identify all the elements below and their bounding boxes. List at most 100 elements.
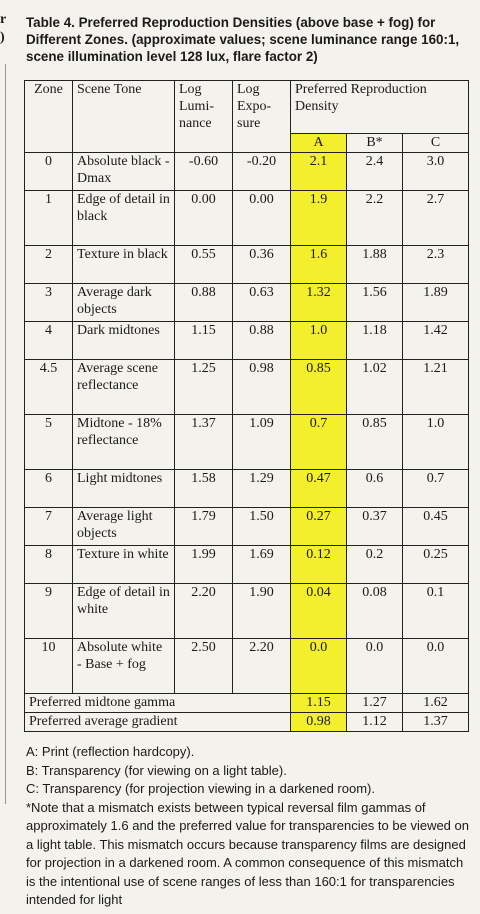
log-exposure-cell: 1.69 [232,545,291,584]
density-b-cell: 0.0 [346,638,403,694]
note-mismatch: *Note that a mismatch exists between typ… [26,799,469,908]
table-row: 5 Midtone - 18% reflectance 1.37 1.09 0.7 0.8… [24,414,470,470]
scene-tone-cell: Average scene reflectance [72,359,175,415]
density-c-cell: 1.21 [401,359,470,415]
density-c-cell: 0.45 [401,507,470,546]
density-b-cell: 1.88 [346,245,403,284]
density-a-cell: 1.0 [290,321,347,360]
density-c-cell: 2.7 [401,190,470,246]
table-row: 10 Absolute white - Base + fog 2.50 2.20 0.0… [24,638,470,694]
density-c-cell: 0.1 [401,583,470,639]
table-header-row: Zone Scene Tone Log Lumi-nance Log Expo-… [24,80,470,153]
scene-tone-cell: Average dark objects [72,283,175,322]
summary-value-a: 1.15 [290,693,347,713]
log-exposure-cell: 0.98 [232,359,291,415]
density-b-cell: 2.2 [346,190,403,246]
log-luminance-cell: 2.20 [174,583,233,639]
scene-tone-cell: Edge of detail in black [72,190,175,246]
table-row: 2 Texture in black 0.55 0.36 1.6 1.88 2.3 [24,245,470,284]
log-luminance-cell: 1.58 [174,469,233,508]
header-preferred-density: Preferred Reproduction Density [289,80,470,134]
density-c-cell: 0.0 [401,638,470,694]
scene-tone-cell: Absolute white - Base + fog [72,638,175,694]
density-a-cell: 1.6 [290,245,347,284]
zone-cell: 9 [24,583,73,639]
table-row: 8 Texture in white 1.99 1.69 0.12 0.2 0.25 [24,545,470,584]
note-c: C: Transparency (for projection viewing … [26,781,375,796]
density-a-cell: 0.12 [290,545,347,584]
scene-tone-cell: Absolute black - Dmax [72,152,175,191]
density-b-cell: 0.37 [346,507,403,546]
zone-cell: 2 [24,245,73,284]
summary-value-b: 1.12 [346,712,403,732]
log-exposure-cell: 1.09 [232,414,291,470]
scene-tone-cell: Texture in white [72,545,175,584]
density-a-cell: 0.27 [290,507,347,546]
densities-table: Zone Scene Tone Log Lumi-nance Log Expo-… [24,80,470,732]
density-c-cell: 0.25 [401,545,470,584]
log-luminance-cell: 1.25 [174,359,233,415]
zone-cell: 7 [24,507,73,546]
log-luminance-cell: 1.79 [174,507,233,546]
density-a-cell: 0.47 [290,469,347,508]
margin-fragment: ) [0,30,5,45]
log-exposure-cell: 0.36 [232,245,291,284]
table-row: 9 Edge of detail in white 2.20 1.90 0.04 0.08… [24,583,470,639]
header-log-luminance: Log Lumi-nance [174,80,233,153]
table-row: 6 Light midtones 1.58 1.29 0.47 0.6 0.7 [24,469,470,508]
summary-row-gradient: Preferred average gradient 0.98 1.12 1.3… [24,712,470,732]
log-exposure-cell: 0.00 [232,190,291,246]
header-zone: Zone [24,80,73,153]
zone-cell: 8 [24,545,73,584]
log-exposure-cell: -0.20 [232,152,291,191]
zone-cell: 5 [24,414,73,470]
table-subheader-row: A B* C [25,133,470,153]
summary-row-gamma: Preferred midtone gamma 1.15 1.27 1.62 [24,693,470,713]
density-c-cell: 1.89 [401,283,470,322]
density-a-cell: 0.7 [290,414,347,470]
density-a-cell: 0.85 [290,359,347,415]
log-luminance-cell: 0.88 [174,283,233,322]
density-a-cell: 2.1 [290,152,347,191]
log-luminance-cell: 1.99 [174,545,233,584]
summary-label: Preferred average gradient [24,712,291,732]
zone-cell: 3 [24,283,73,322]
left-margin-fragments: r ) [0,0,8,914]
table-row: 7 Average light objects 1.79 1.50 0.27 0.37 0.… [24,507,470,546]
density-a-cell: 0.0 [290,638,347,694]
density-b-cell: 0.85 [346,414,403,470]
density-b-cell: 0.2 [346,545,403,584]
summary-value-c: 1.37 [401,712,470,732]
header-col-a: A [290,133,347,153]
log-luminance-cell: 0.00 [174,190,233,246]
zone-cell: 1 [24,190,73,246]
summary-value-c: 1.62 [401,693,470,713]
margin-rule [5,64,6,804]
table-row: 1 Edge of detail in black 0.00 0.00 1.9 2.2 2.… [24,190,470,246]
table-row: 3 Average dark objects 0.88 0.63 1.32 1.56 1.8… [24,283,470,322]
header-col-c: C [401,133,470,153]
scene-tone-cell: Texture in black [72,245,175,284]
table-row: 4 Dark midtones 1.15 0.88 1.0 1.18 1.42 [24,321,470,360]
table-caption: Table 4. Preferred Reproduction Densitie… [26,15,460,64]
density-c-cell: 0.7 [401,469,470,508]
header-col-b: B* [346,133,403,153]
zone-cell: 4 [24,321,73,360]
scene-tone-cell: Dark midtones [72,321,175,360]
zone-rows: 0 Absolute black - Dmax -0.60 -0.20 2.1 2.4 3.… [24,152,470,694]
log-exposure-cell: 1.50 [232,507,291,546]
summary-label: Preferred midtone gamma [24,693,291,713]
table-row: 0 Absolute black - Dmax -0.60 -0.20 2.1 2.4 3.… [24,152,470,191]
log-exposure-cell: 2.20 [232,638,291,694]
log-luminance-cell: 1.37 [174,414,233,470]
table-row: 4.5 Average scene reflectance 1.25 0.98 0.85… [24,359,470,415]
zone-cell: 6 [24,469,73,508]
zone-cell: 10 [24,638,73,694]
scene-tone-cell: Light midtones [72,469,175,508]
summary-value-a: 0.98 [290,712,347,732]
density-a-cell: 0.04 [290,583,347,639]
log-exposure-cell: 1.90 [232,583,291,639]
density-a-cell: 1.32 [290,283,347,322]
density-b-cell: 2.4 [346,152,403,191]
scene-tone-cell: Edge of detail in white [72,583,175,639]
